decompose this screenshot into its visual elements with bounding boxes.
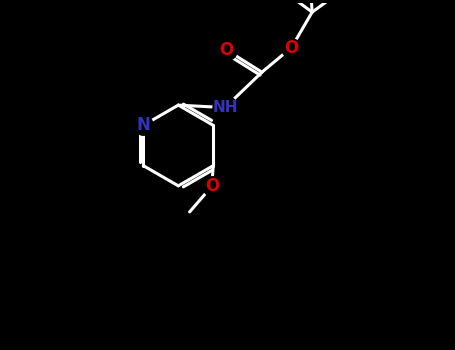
Text: NH: NH — [212, 100, 238, 115]
Text: O: O — [219, 41, 233, 59]
Text: O: O — [284, 38, 298, 57]
Text: N: N — [136, 116, 150, 134]
Text: O: O — [205, 177, 219, 195]
